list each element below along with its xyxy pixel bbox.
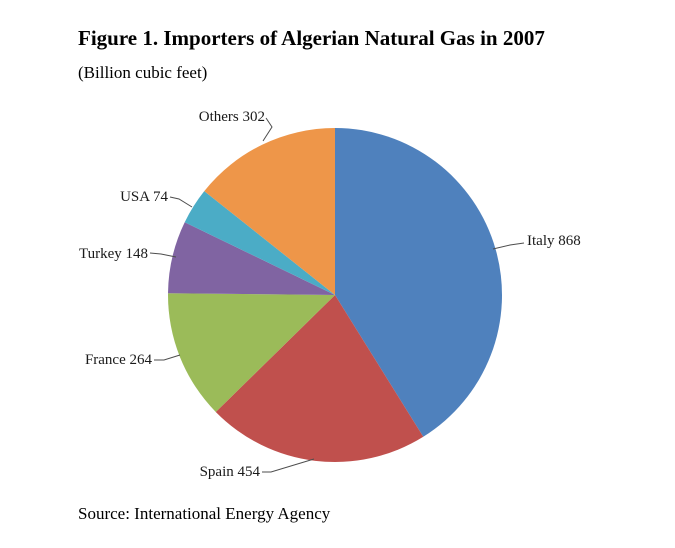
leader-line-usa [169, 196, 193, 208]
leader-line-italy [492, 242, 525, 250]
leader-line-spain [262, 458, 315, 473]
slice-label-italy: Italy 868 [527, 233, 581, 249]
figure-title: Figure 1. Importers of Algerian Natural … [78, 26, 545, 50]
slice-label-usa: USA 74 [120, 189, 168, 205]
slice-label-turkey: Turkey 148 [79, 246, 148, 262]
pie-slice-spain [215, 295, 424, 462]
pie-slice-others [204, 128, 335, 295]
pie-slice-france [168, 293, 335, 412]
leader-line-others [262, 117, 273, 142]
source-note: Source: International Energy Agency [78, 504, 331, 523]
slice-label-france: France 264 [85, 352, 153, 368]
leader-line-turkey [149, 252, 177, 258]
slice-label-spain: Spain 454 [200, 464, 261, 480]
pie-slice-turkey [168, 222, 335, 295]
pie-slice-italy [335, 128, 502, 437]
figure-subtitle: (Billion cubic feet) [78, 63, 208, 82]
pie-slice-usa [184, 191, 335, 295]
leader-line-france [154, 354, 181, 361]
slice-label-others: Others 302 [199, 109, 265, 125]
